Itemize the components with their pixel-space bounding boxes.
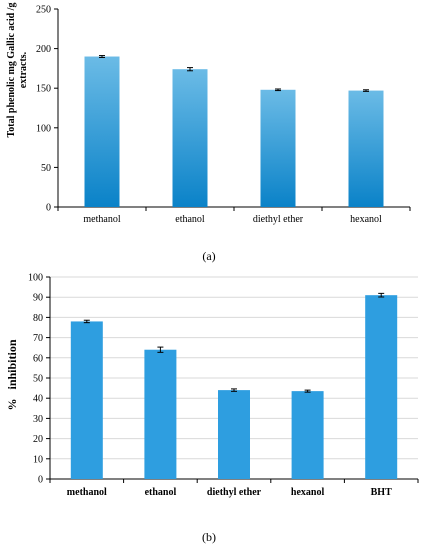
x-category-label: hexanol [350,214,382,225]
x-category-label: BHT [371,487,392,498]
y-tick-label: 250 [36,5,51,16]
y-tick-label: 50 [41,163,51,174]
y-tick-label: 0 [38,475,43,486]
x-category-label: hexanol [291,487,325,498]
y-tick-label: 0 [46,203,51,214]
y-axis-label: Total phenolic mg Gallic acid /gextracts… [6,3,29,138]
x-category-label: methanol [83,214,120,225]
y-tick-label: 70 [33,333,43,344]
bar-ethanol [172,69,208,207]
y-tick-label: 80 [33,313,43,324]
bar-hexanol [348,90,384,207]
y-tick-label: 20 [33,434,43,445]
y-tick-label: 200 [36,44,51,55]
bar-diethyl-ether [218,390,250,479]
bar-hexanol [291,391,324,479]
x-category-label: ethanol [145,487,177,498]
y-tick-label: 90 [33,293,43,304]
y-tick-label: 150 [36,84,51,95]
bar-bht [365,295,398,479]
x-category-label: ethanol [175,214,205,225]
y-axis-label: % inhibition [5,339,19,410]
chart-panel-b: 0 10 20 30 40 50 60 70 80 90 100 methanol ethanol die… [5,273,419,544]
chart-panel-a: 0 50 100 150 200 250 methanol ethanol diethyl et… [6,3,411,263]
bar-methanol [84,56,120,207]
x-category-label: diethyl ether [207,487,262,498]
y-tick-label: 50 [33,374,43,385]
y-tick-label: 30 [33,414,43,425]
bar-ethanol [144,349,177,479]
panel-caption: (b) [202,530,216,544]
bar-methanol [70,321,103,479]
x-category-label: methanol [67,487,107,498]
y-tick-label: 40 [33,394,43,405]
x-category-label: diethyl ether [253,214,304,225]
y-tick-label: 10 [33,454,43,465]
y-tick-label: 100 [36,123,51,134]
y-tick-label: 60 [33,353,43,364]
y-tick-label: 100 [28,273,43,284]
bar-diethyl-ether [260,89,296,207]
panel-caption: (a) [202,249,215,263]
